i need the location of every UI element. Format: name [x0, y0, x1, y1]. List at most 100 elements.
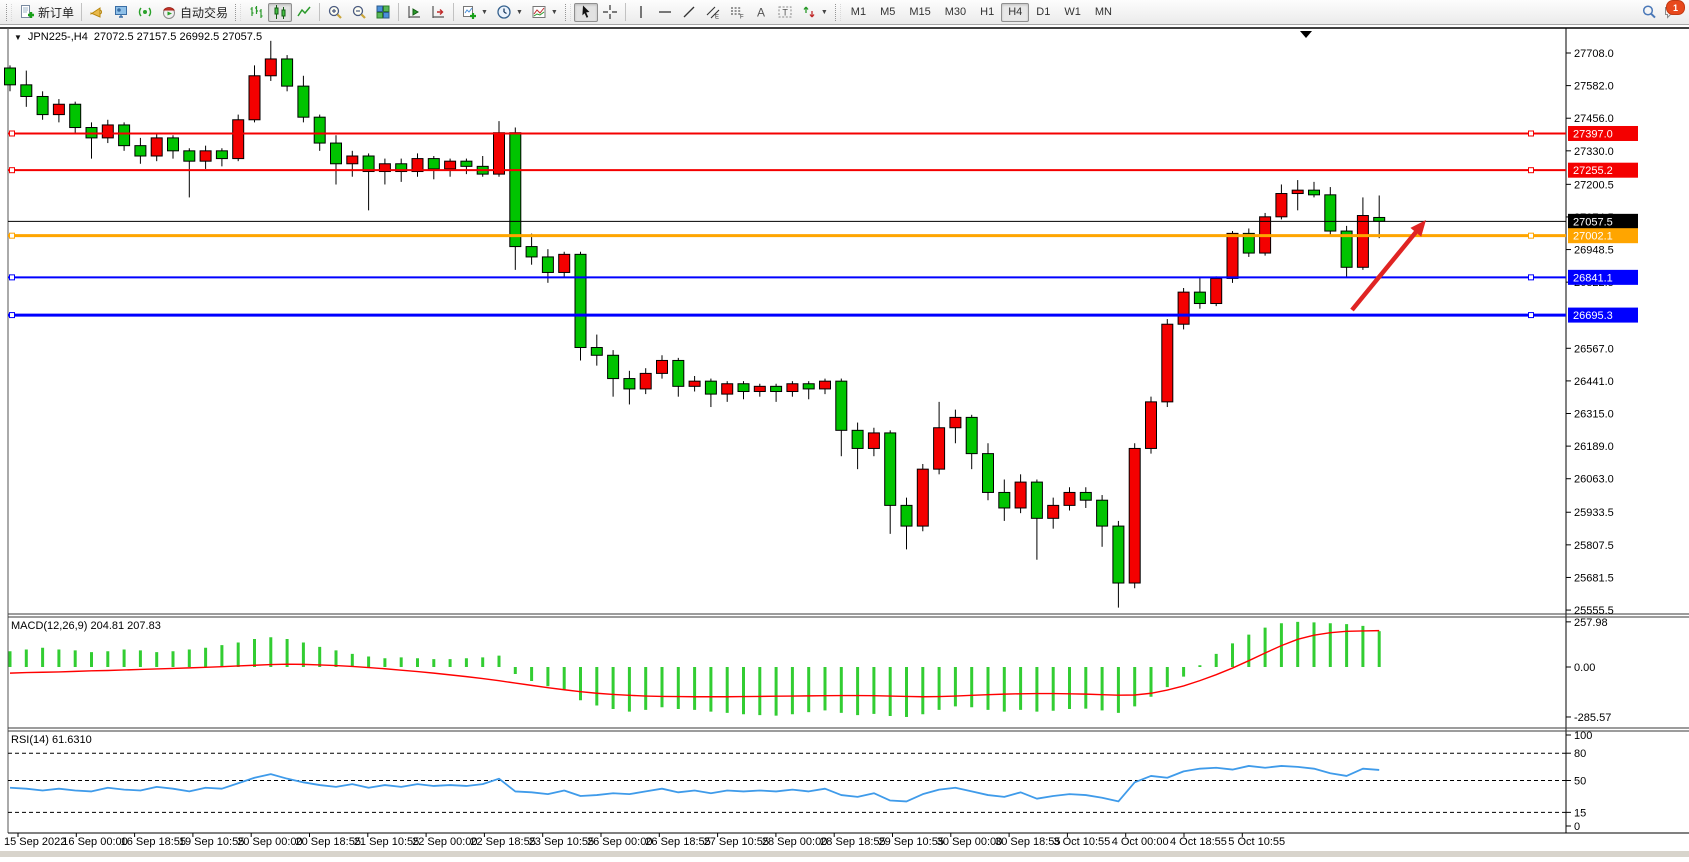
svg-text:26189.0: 26189.0 [1574, 441, 1614, 453]
timeframe-toolbar: M1 M5 M15 M30 H1 H4 D1 W1 MN [844, 2, 1119, 22]
timeframe-button-h4[interactable]: H4 [1001, 2, 1030, 22]
candle [1210, 276, 1223, 307]
vertical-line-icon [640, 6, 642, 18]
fibonacci-button[interactable]: F [725, 3, 749, 22]
candle [330, 135, 342, 185]
megaphone-icon [90, 7, 103, 18]
svg-text:25555.5: 25555.5 [1574, 605, 1614, 617]
chart-canvas[interactable]: 27708.027582.027456.027330.027200.527074… [0, 26, 1689, 857]
candlestick-chart-button[interactable] [268, 2, 293, 22]
channel-button[interactable]: E [701, 3, 725, 22]
svg-text:26841.1: 26841.1 [1573, 272, 1613, 284]
candle [1308, 181, 1320, 198]
chart-shift-marker-icon[interactable] [1300, 31, 1312, 38]
zoom-in-icon [328, 5, 342, 19]
candle [704, 378, 717, 408]
candle [281, 55, 294, 92]
timeframe-button-m1[interactable]: M1 [850, 6, 867, 18]
price-badges: 27397.0 27255.2 27057.5 27002.1 26841.1 26695… [1568, 125, 1638, 323]
timeframe-button-d1[interactable]: D1 [1036, 6, 1051, 18]
candle [753, 383, 766, 397]
notification-badge[interactable]: 1 [1666, 0, 1685, 15]
autoscroll-icon [408, 6, 421, 18]
horizontal-line-button[interactable] [653, 3, 677, 22]
timeframe-button-w1[interactable]: W1 [1064, 6, 1081, 18]
text-label-icon: T [778, 6, 792, 18]
dropdown-caret: ▼ [550, 8, 558, 16]
timeframe-button-m5[interactable]: M5 [880, 6, 896, 18]
annotation-arrow[interactable] [1350, 220, 1426, 312]
bar-chart-button[interactable] [244, 3, 268, 22]
toolbar-grip[interactable] [6, 3, 12, 21]
timeframe-button-mn[interactable]: MN [1094, 6, 1112, 18]
new-chart-button[interactable]: ▼ [457, 3, 492, 22]
hline-handle[interactable] [1528, 130, 1534, 137]
svg-text:50: 50 [1574, 776, 1586, 788]
line-chart-button[interactable] [292, 3, 316, 22]
hline-handle[interactable] [9, 130, 15, 137]
text-button[interactable]: A [749, 3, 773, 22]
candle [884, 430, 897, 534]
candle [1063, 487, 1076, 511]
timeframe-button-m30[interactable]: M30 [944, 6, 967, 18]
news-button[interactable] [85, 3, 109, 22]
trendline-icon [683, 6, 695, 18]
clock-icon [497, 5, 511, 19]
new-order-button[interactable]: 新订单 [15, 3, 78, 22]
chart-autoscroll-button[interactable] [402, 3, 426, 22]
svg-text:16 Sep 18:55: 16 Sep 18:55 [121, 836, 186, 848]
autotrade-button[interactable]: 自动交易 [157, 3, 232, 22]
svg-text:30 Sep 18:55: 30 Sep 18:55 [995, 836, 1060, 848]
candle [4, 65, 16, 92]
hline-handle[interactable] [1528, 167, 1534, 174]
candle [1226, 231, 1239, 283]
toolbar-grip[interactable] [564, 3, 571, 21]
toolbar: 新订单 自动交易 [0, 0, 1689, 25]
chart-shift-button[interactable] [426, 3, 450, 22]
hline-handle[interactable] [1528, 312, 1534, 319]
dropdown-caret: ▼ [820, 8, 828, 16]
zoom-out-button[interactable] [347, 3, 371, 22]
hline-handle[interactable] [9, 167, 15, 174]
timeframe-button-h1[interactable]: H1 [980, 6, 995, 18]
crosshair-button[interactable] [598, 3, 622, 22]
candle [982, 443, 994, 501]
search-icon[interactable] [1641, 4, 1657, 20]
candle [721, 381, 734, 402]
periods-button[interactable]: ▼ [492, 3, 527, 22]
candle [134, 137, 147, 164]
macd-histogram [8, 621, 1381, 717]
hline-handle[interactable] [1528, 232, 1534, 239]
indicators-button[interactable]: ▼ [527, 3, 562, 22]
candle [199, 145, 212, 169]
market-depth-button[interactable] [133, 3, 157, 22]
vertical-line-button[interactable] [629, 3, 653, 22]
candle [232, 114, 245, 162]
autotrade-icon [163, 7, 176, 19]
indicator-axis-ticks: 257.98 0.00 -285.57 100 80 50 15 0 [1566, 617, 1611, 833]
hline-handle[interactable] [9, 232, 15, 239]
svg-text:27456.0: 27456.0 [1574, 113, 1614, 125]
toolbar-grip[interactable] [834, 3, 841, 21]
cursor-button[interactable] [573, 2, 598, 22]
chart-title-caret-icon[interactable]: ▼ [14, 32, 22, 42]
timeframe-button-m15[interactable]: M15 [909, 6, 931, 18]
svg-text:26948.5: 26948.5 [1574, 245, 1614, 257]
editor-button[interactable] [109, 3, 133, 22]
candle [248, 65, 261, 123]
macd-indicator-label: MACD(12,26,9) 204.81 207.83 [11, 620, 161, 632]
tile-windows-button[interactable] [371, 3, 395, 22]
text-label-button[interactable]: T [773, 3, 797, 22]
hline-handle[interactable] [9, 274, 15, 281]
svg-text:23 Sep 10:55: 23 Sep 10:55 [529, 836, 594, 848]
trendline-button[interactable] [677, 3, 701, 22]
hline-handle[interactable] [1528, 274, 1534, 281]
candle [36, 91, 49, 120]
svg-text:4 Oct 18:55: 4 Oct 18:55 [1170, 836, 1227, 848]
toolbar-grip[interactable] [235, 3, 242, 21]
hline-handle[interactable] [9, 312, 15, 319]
svg-text:27582.0: 27582.0 [1574, 81, 1614, 93]
arrows-button[interactable]: ▼ [797, 3, 832, 22]
zoom-in-button[interactable] [323, 3, 347, 22]
candle [150, 132, 163, 162]
